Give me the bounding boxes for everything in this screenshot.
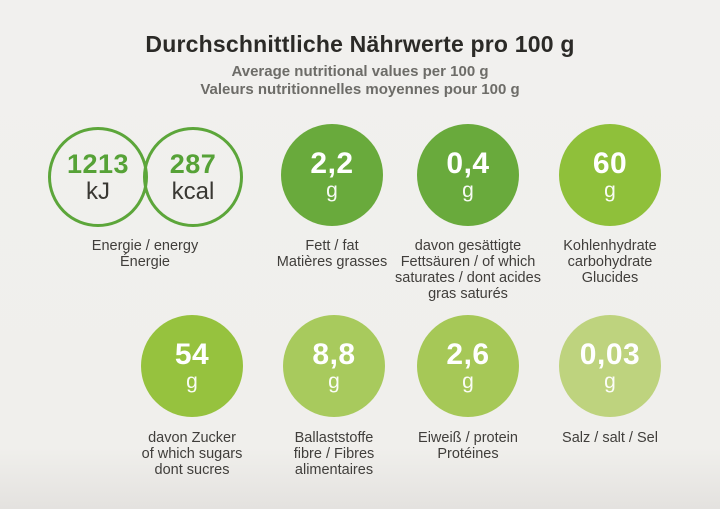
energy-kj-value: 1213	[66, 148, 130, 179]
energy-kcal-value: 287	[169, 148, 217, 179]
saturated-fat-unit: g	[462, 179, 474, 202]
fat-label: Fett / fat Matières grasses	[252, 238, 412, 270]
sugars-label-line: davon Zucker	[148, 430, 236, 446]
energy-label-line: Énergie	[120, 254, 170, 270]
fat-label-line: Fett / fat	[305, 238, 359, 254]
fibre-unit: g	[328, 370, 340, 393]
page-title: Durchschnittliche Nährwerte pro 100 g	[145, 31, 575, 57]
salt-label-line: Salz / salt / Sel	[562, 430, 658, 446]
fat-value: 2,2	[310, 147, 354, 180]
energy-kcal-circle: 287 kcal	[143, 127, 243, 227]
fat-label-line: Matières grasses	[276, 254, 388, 270]
carbohydrate-value: 60	[592, 147, 628, 180]
fat-circle: 2,2 g	[281, 124, 383, 226]
sugars-label-line: of which sugars	[141, 446, 243, 462]
sugars-circle: 54 g	[141, 315, 243, 417]
fibre-label-line: alimentaires	[294, 462, 374, 478]
salt-unit: g	[604, 370, 616, 393]
carbohydrate-label-line: Glucides	[581, 270, 639, 286]
energy-label: Energie / energy Énergie	[45, 238, 245, 270]
protein-unit: g	[462, 370, 474, 393]
energy-label-line: Energie / energy	[91, 238, 199, 254]
salt-label: Salz / salt / Sel	[530, 430, 690, 446]
header: Durchschnittliche Nährwerte pro 100 g Av…	[0, 31, 720, 99]
subtitle-english: Average nutritional values per 100 g	[231, 63, 489, 80]
fibre-label-line: Ballaststoffe	[294, 430, 374, 446]
saturated-fat-circle: 0,4 g	[417, 124, 519, 226]
saturated-fat-label-line: gras saturés	[428, 286, 508, 302]
protein-circle: 2,6 g	[417, 315, 519, 417]
saturated-fat-value: 0,4	[446, 147, 490, 180]
energy-kj-circle: 1213 kJ	[48, 127, 148, 227]
energy-kcal-unit: kcal	[171, 177, 215, 205]
subtitle-french: Valeurs nutritionnelles moyennes pour 10…	[200, 81, 520, 98]
protein-label-line: Protéines	[437, 446, 499, 462]
protein-value: 2,6	[446, 338, 490, 371]
sugars-label: davon Zucker of which sugars dont sucres	[112, 430, 272, 478]
fat-unit: g	[326, 179, 338, 202]
sugars-unit: g	[186, 370, 198, 393]
fibre-label: Ballaststoffe fibre / Fibres alimentaire…	[254, 430, 414, 478]
sugars-label-line: dont sucres	[154, 462, 230, 478]
carbohydrate-circle: 60 g	[559, 124, 661, 226]
salt-circle: 0,03 g	[559, 315, 661, 417]
carbohydrate-unit: g	[604, 179, 616, 202]
energy-kj-unit: kJ	[86, 177, 110, 205]
fibre-label-line: fibre / Fibres	[293, 446, 375, 462]
carbohydrate-label-line: Kohlenhydrate	[563, 238, 657, 254]
saturated-fat-label: davon gesättigte Fettsäuren / of which s…	[378, 238, 558, 302]
saturated-fat-label-line: Fettsäuren / of which	[400, 254, 536, 270]
sugars-value: 54	[174, 338, 210, 371]
carbohydrate-label: Kohlenhydrate carbohydrate Glucides	[530, 238, 690, 286]
protein-label: Eiweiß / protein Protéines	[388, 430, 548, 462]
protein-label-line: Eiweiß / protein	[418, 430, 518, 446]
fibre-value: 8,8	[312, 338, 356, 371]
saturated-fat-label-line: saturates / dont acides	[395, 270, 541, 286]
saturated-fat-label-line: davon gesättigte	[414, 238, 522, 254]
salt-value: 0,03	[579, 338, 641, 371]
fibre-circle: 8,8 g	[283, 315, 385, 417]
carbohydrate-label-line: carbohydrate	[567, 254, 653, 270]
